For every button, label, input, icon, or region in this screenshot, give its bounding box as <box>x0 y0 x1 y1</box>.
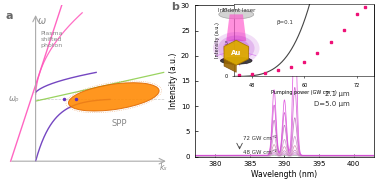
Ellipse shape <box>220 57 252 64</box>
Text: SPP: SPP <box>111 119 127 128</box>
Text: 72 GW cm⁻²: 72 GW cm⁻² <box>243 136 277 141</box>
Ellipse shape <box>68 83 159 111</box>
Polygon shape <box>224 59 236 72</box>
Ellipse shape <box>219 10 254 19</box>
X-axis label: Wavelength (nm): Wavelength (nm) <box>251 170 318 179</box>
Text: ω: ω <box>38 16 46 26</box>
Text: 48 GW cm⁻²: 48 GW cm⁻² <box>243 150 277 155</box>
Ellipse shape <box>223 39 249 58</box>
Text: Incident laser: Incident laser <box>218 8 255 13</box>
Polygon shape <box>226 14 246 41</box>
Text: β=0.1: β=0.1 <box>276 20 293 25</box>
Text: 2.1 μm: 2.1 μm <box>325 91 350 97</box>
Y-axis label: Intensity (a.u.): Intensity (a.u.) <box>169 53 178 109</box>
Text: Plasma
shifted
photon: Plasma shifted photon <box>40 31 63 48</box>
X-axis label: Pumping power (GW cm⁻²): Pumping power (GW cm⁻²) <box>271 90 337 95</box>
Text: b: b <box>171 2 179 12</box>
Text: ωₚ: ωₚ <box>9 94 20 103</box>
Text: D=5.0 μm: D=5.0 μm <box>314 101 350 107</box>
Polygon shape <box>224 40 248 65</box>
Text: a: a <box>6 11 13 21</box>
Text: kₓ: kₓ <box>159 163 167 172</box>
Text: Au: Au <box>231 50 242 56</box>
Ellipse shape <box>218 35 254 61</box>
Y-axis label: Intensity (a.u.): Intensity (a.u.) <box>215 22 220 58</box>
Ellipse shape <box>213 32 260 64</box>
